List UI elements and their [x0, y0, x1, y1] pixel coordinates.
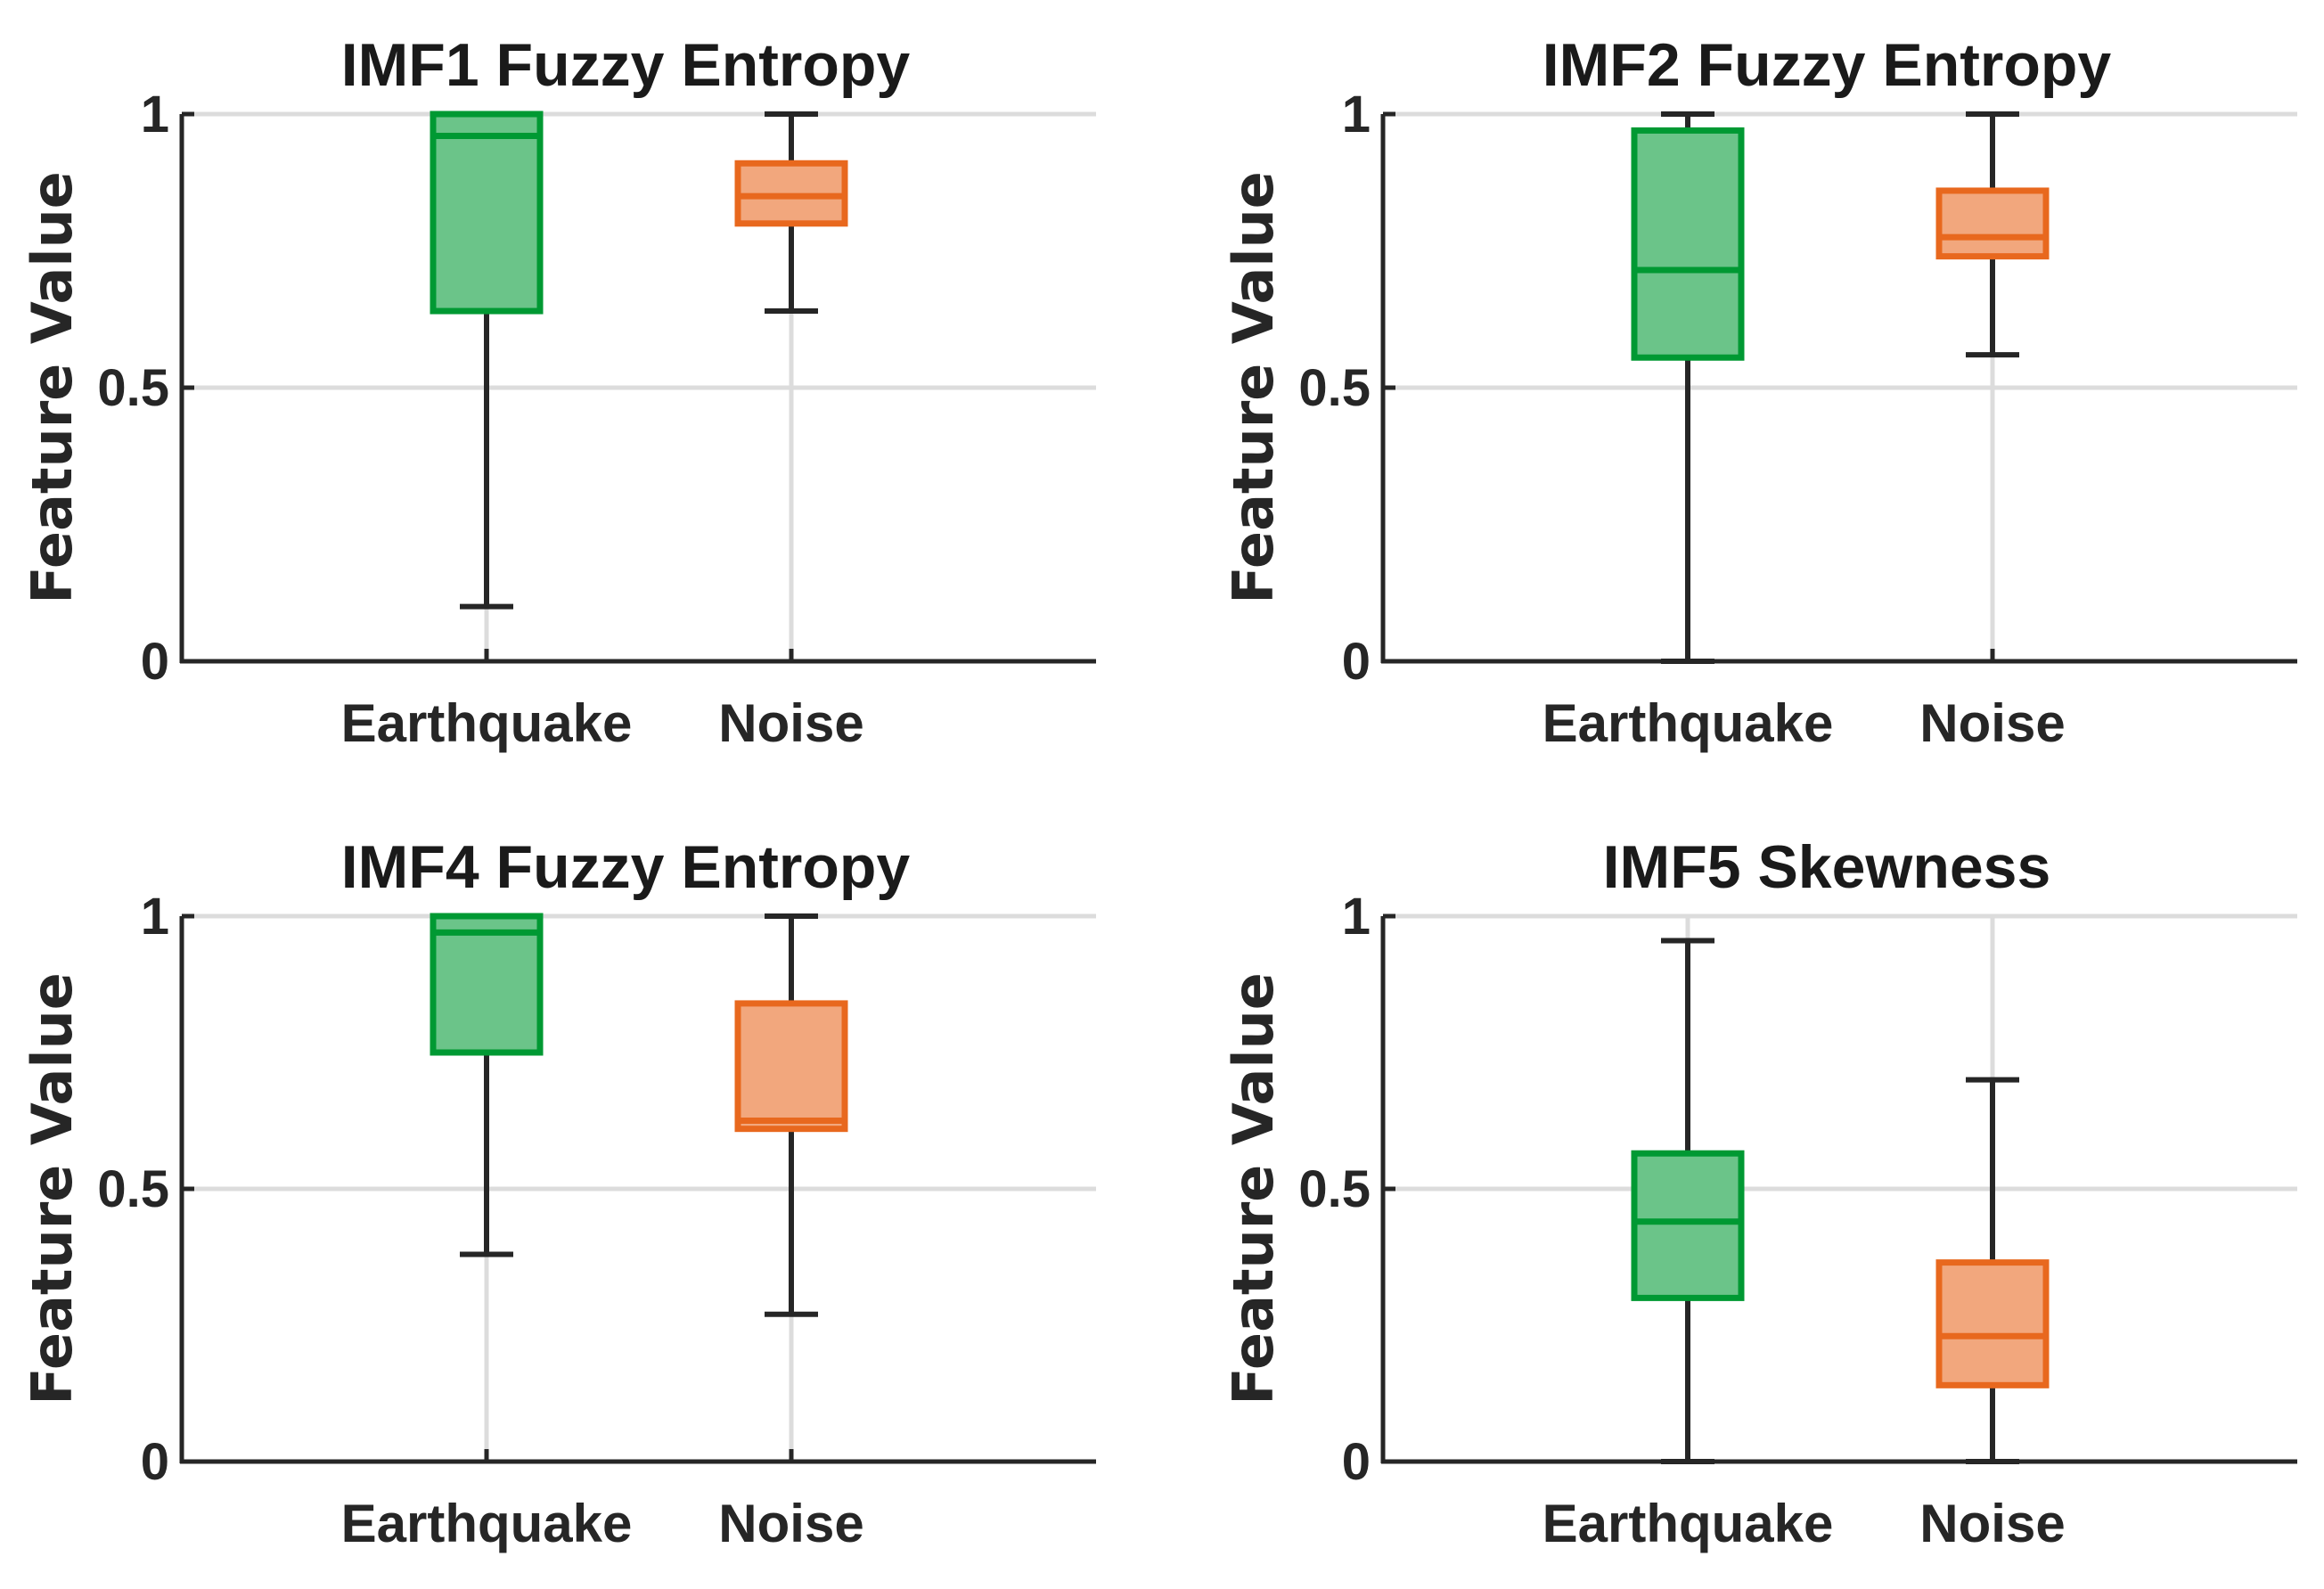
box-noise [1935, 111, 2050, 358]
y-tick-label: 1 [141, 888, 169, 946]
chart-title: IMF4 Fuzzy Entropy [341, 833, 911, 901]
y-tick-label: 0 [141, 633, 169, 691]
x-tick-label: Noise [1919, 693, 2065, 753]
box-earthquake [1631, 111, 1745, 664]
y-tick-label: 0 [1342, 1433, 1371, 1491]
box-iqr [1935, 187, 2050, 260]
y-tick-label: 1 [141, 86, 169, 143]
box-iqr [430, 913, 544, 1056]
y-tick-label: 0 [141, 1433, 169, 1491]
x-tick-label: Earthquake [341, 1494, 633, 1553]
box-iqr [1631, 1150, 1745, 1301]
y-tick-label: 0 [1342, 633, 1371, 691]
x-tick-label: Noise [718, 1494, 863, 1553]
chart-title: IMF2 Fuzzy Entropy [1543, 31, 2112, 99]
panel-3: 0 0.5 1 Earthquake Noise IMF4 Fuzzy Entropy Fe… [20, 833, 1096, 1553]
y-axis-label: Feature Value [1221, 972, 1286, 1405]
panel-4: 0 0.5 1 Earthquake Noise IMF5 Skewness Feature… [1221, 833, 2297, 1553]
box-iqr [1631, 127, 1745, 361]
y-axis-label: Feature Value [1221, 171, 1286, 604]
box-earthquake [1631, 938, 1745, 1464]
y-tick-label: 0.5 [97, 1160, 169, 1218]
x-tick-label: Noise [718, 693, 863, 753]
box-iqr [430, 111, 544, 315]
x-tick-label: Noise [1919, 1494, 2065, 1553]
x-tick-label: Earthquake [1543, 693, 1834, 753]
chart-title: IMF1 Fuzzy Entropy [341, 31, 911, 99]
y-tick-label: 0.5 [1298, 1160, 1371, 1218]
box-noise [734, 111, 848, 315]
box-noise [1935, 1077, 2050, 1464]
y-tick-label: 0.5 [1298, 359, 1371, 417]
x-tick-label: Earthquake [341, 693, 633, 753]
box-earthquake [430, 913, 544, 1257]
box-earthquake [430, 111, 544, 610]
box-iqr [1935, 1259, 2050, 1388]
box-iqr [734, 1000, 848, 1133]
x-tick-label: Earthquake [1543, 1494, 1834, 1553]
y-axis-label: Feature Value [20, 972, 85, 1405]
y-tick-label: 0.5 [97, 359, 169, 417]
panel-2: 0 0.5 1 Earthquake Noise IMF2 Fuzzy Entropy Fe… [1221, 31, 2297, 753]
box-noise [734, 913, 848, 1317]
y-tick-label: 1 [1342, 888, 1371, 946]
y-axis-label: Feature Value [20, 171, 85, 604]
chart-title: IMF5 Skewness [1603, 833, 2051, 901]
y-tick-label: 1 [1342, 86, 1371, 143]
panel-1: 0 0.5 1 Earthquake Noise IMF1 Fuzzy Entropy Fe… [20, 31, 1096, 753]
